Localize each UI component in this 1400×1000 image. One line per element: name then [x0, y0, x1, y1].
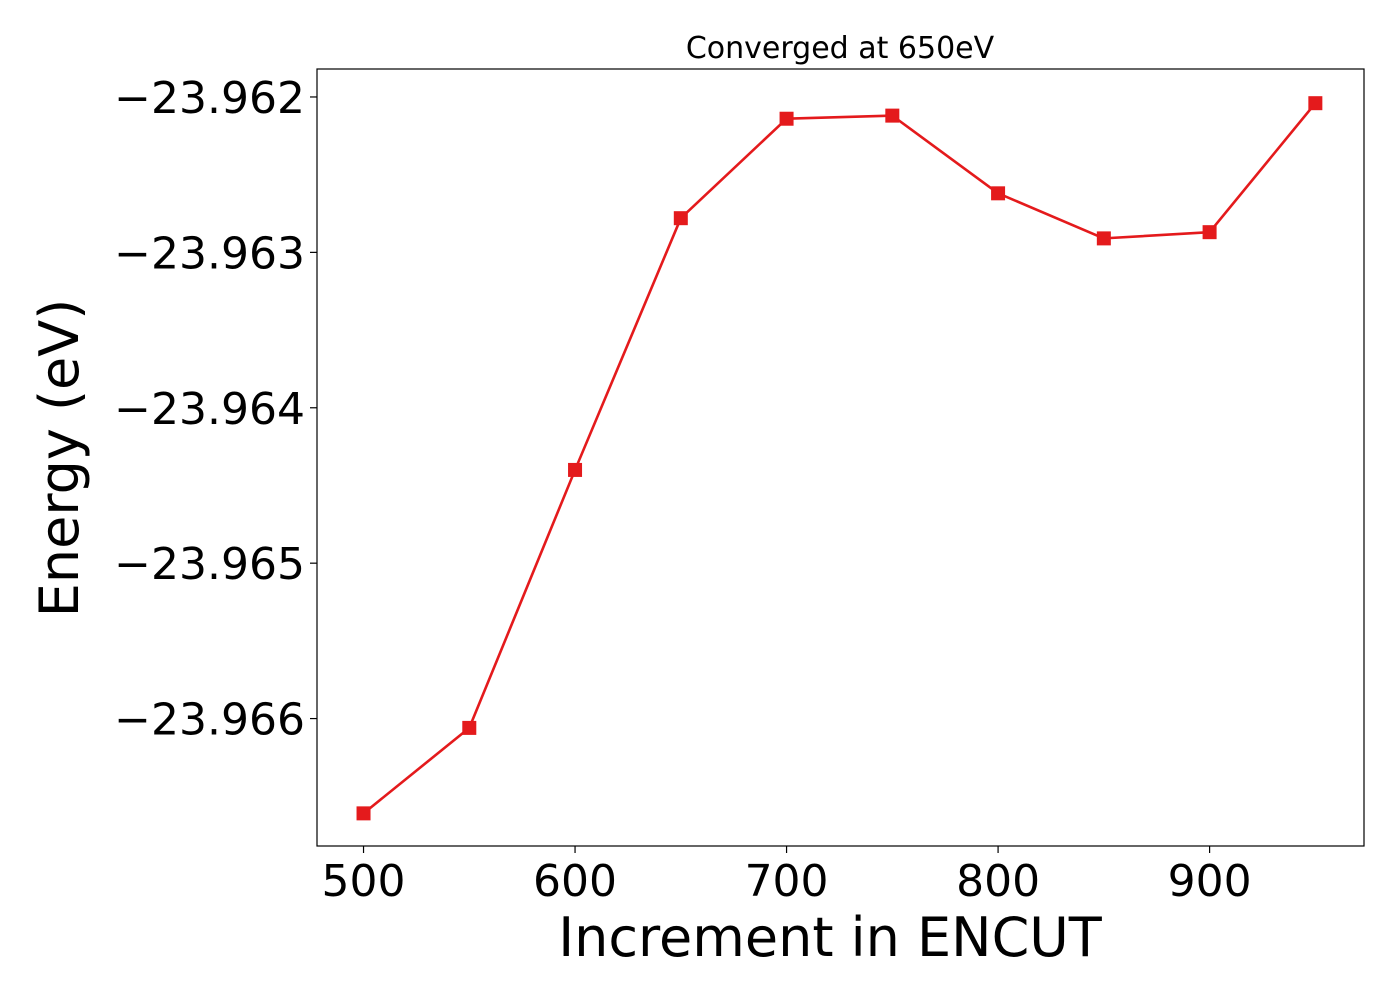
plot-area [316, 68, 1365, 847]
data-point-marker [1308, 96, 1323, 111]
x-tick-label: 700 [745, 856, 829, 907]
series-line-group [362, 102, 1317, 815]
data-point-marker [462, 720, 477, 735]
y-axis-ticks: −23.962 −23.963 −23.964 −23.965 −23.966 [114, 73, 317, 746]
chart-title: Converged at 650eV [686, 31, 995, 66]
y-tick-label: −23.962 [114, 73, 305, 124]
data-point-marker [991, 186, 1006, 201]
y-tick-label: −23.964 [114, 384, 305, 435]
x-tick-label: 900 [1168, 856, 1252, 907]
x-tick-label: 500 [322, 856, 406, 907]
y-tick-label: −23.965 [114, 539, 305, 590]
data-point-marker [1202, 225, 1217, 240]
series-line [362, 102, 1317, 815]
y-tick-label: −23.966 [114, 695, 305, 746]
data-point-marker [885, 108, 900, 123]
data-point-marker [673, 211, 688, 226]
data-point-marker [1096, 231, 1111, 246]
y-tick-label: −23.963 [114, 228, 305, 279]
data-point-marker [568, 462, 583, 477]
x-axis-ticks: 500 600 700 800 900 [322, 846, 1252, 907]
x-tick-label: 800 [956, 856, 1040, 907]
y-axis-label: Energy (eV) [28, 299, 91, 618]
data-point-marker [779, 111, 794, 126]
data-points-group [356, 96, 1323, 821]
x-axis-label: Increment in ENCUT [558, 906, 1103, 969]
data-point-marker [356, 806, 371, 821]
x-tick-label: 600 [533, 856, 617, 907]
